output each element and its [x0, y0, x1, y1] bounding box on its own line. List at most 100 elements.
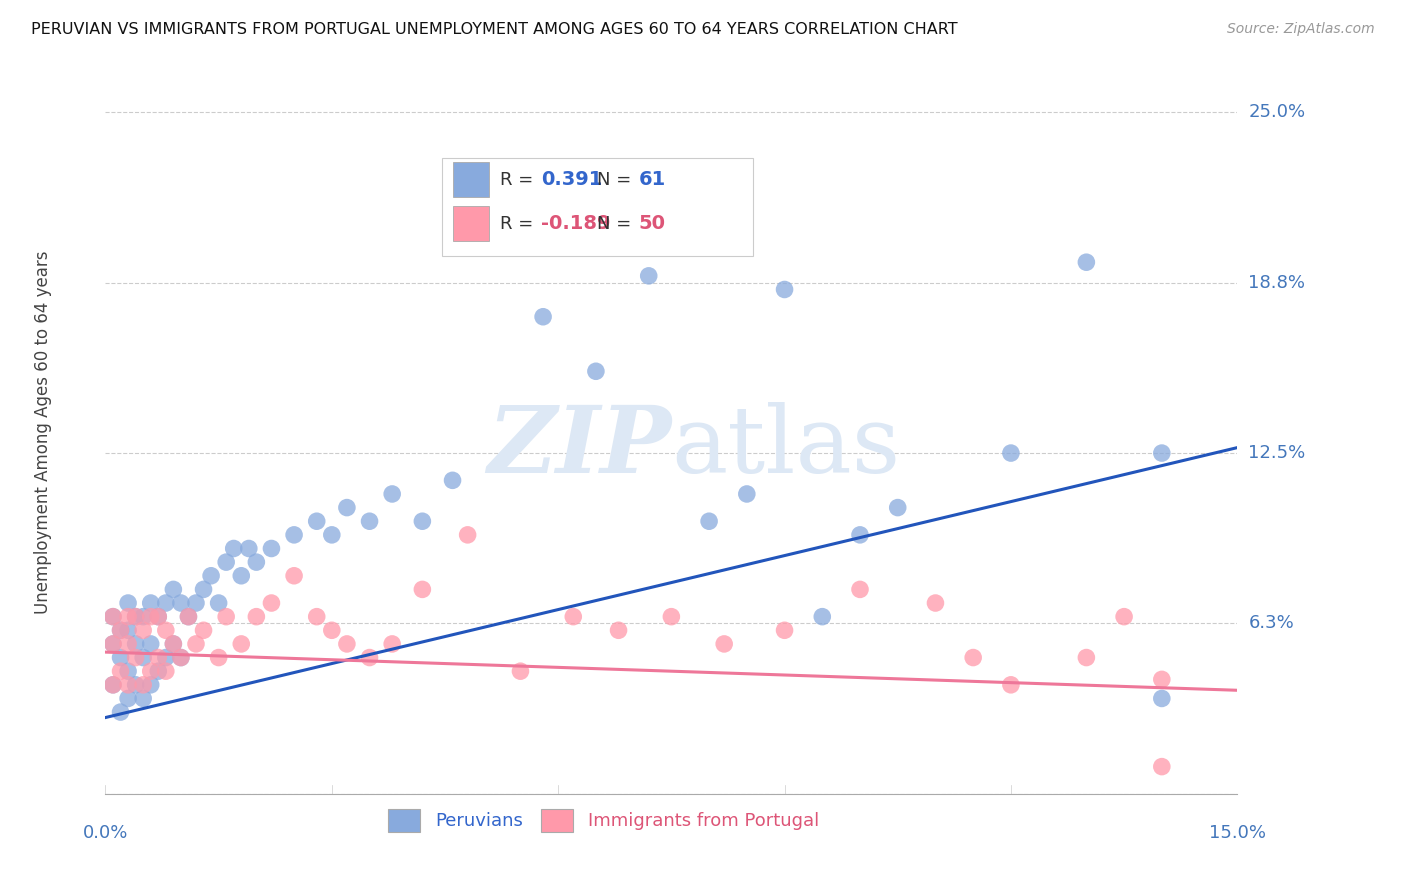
Point — [411, 582, 433, 597]
Point — [124, 609, 146, 624]
Point — [170, 650, 193, 665]
Point — [260, 596, 283, 610]
Point — [117, 596, 139, 610]
Point — [245, 555, 267, 569]
Point — [193, 624, 215, 638]
Point — [162, 637, 184, 651]
Point — [924, 596, 946, 610]
Point — [117, 664, 139, 678]
Text: 0.391: 0.391 — [541, 170, 603, 189]
Point — [124, 678, 146, 692]
Point — [184, 637, 207, 651]
Point — [101, 609, 124, 624]
FancyBboxPatch shape — [441, 158, 752, 256]
Point — [1150, 446, 1173, 460]
Point — [1000, 678, 1022, 692]
Point — [162, 637, 184, 651]
Point — [110, 664, 132, 678]
Point — [1076, 255, 1098, 269]
Point — [155, 596, 177, 610]
Point — [124, 650, 146, 665]
Point — [132, 691, 155, 706]
Text: 6.3%: 6.3% — [1249, 615, 1294, 632]
Point — [773, 624, 796, 638]
Point — [1076, 650, 1098, 665]
Text: 50: 50 — [638, 214, 665, 233]
Point — [117, 691, 139, 706]
Point — [661, 609, 683, 624]
Text: atlas: atlas — [672, 402, 901, 492]
Point — [441, 473, 464, 487]
Point — [110, 705, 132, 719]
Text: 15.0%: 15.0% — [1209, 824, 1265, 842]
Point — [208, 596, 231, 610]
Point — [101, 678, 124, 692]
Point — [517, 201, 540, 215]
Point — [148, 664, 170, 678]
Point — [132, 650, 155, 665]
Point — [531, 310, 554, 324]
Point — [849, 528, 872, 542]
Point — [222, 541, 245, 556]
Point — [155, 650, 177, 665]
Text: Unemployment Among Ages 60 to 64 years: Unemployment Among Ages 60 to 64 years — [34, 251, 52, 615]
Text: -0.189: -0.189 — [541, 214, 610, 233]
Point — [260, 541, 283, 556]
Point — [162, 582, 184, 597]
Point — [713, 637, 735, 651]
Point — [193, 582, 215, 597]
Point — [1150, 673, 1173, 687]
Point — [509, 664, 531, 678]
Point — [139, 678, 162, 692]
Point — [124, 609, 146, 624]
Point — [101, 637, 124, 651]
Point — [208, 650, 231, 665]
Point — [170, 650, 193, 665]
Point — [101, 609, 124, 624]
Text: R =: R = — [501, 215, 540, 233]
Point — [132, 624, 155, 638]
Point — [735, 487, 758, 501]
Point — [110, 650, 132, 665]
Point — [177, 609, 200, 624]
Point — [139, 609, 162, 624]
Point — [336, 637, 359, 651]
Point — [1150, 759, 1173, 773]
Point — [200, 568, 222, 582]
Point — [1114, 609, 1136, 624]
Point — [321, 624, 343, 638]
Point — [117, 609, 139, 624]
FancyBboxPatch shape — [453, 162, 489, 197]
Text: 25.0%: 25.0% — [1249, 103, 1306, 121]
Point — [887, 500, 910, 515]
Point — [321, 528, 343, 542]
FancyBboxPatch shape — [453, 206, 489, 241]
Point — [110, 624, 132, 638]
Point — [336, 500, 359, 515]
Text: 12.5%: 12.5% — [1249, 444, 1306, 462]
Point — [132, 678, 155, 692]
Point — [117, 637, 139, 651]
Text: R =: R = — [501, 170, 540, 189]
Text: Source: ZipAtlas.com: Source: ZipAtlas.com — [1227, 22, 1375, 37]
Point — [215, 609, 238, 624]
Point — [124, 637, 146, 651]
Point — [231, 568, 253, 582]
Point — [117, 624, 139, 638]
Text: 0.0%: 0.0% — [83, 824, 128, 842]
Point — [148, 650, 170, 665]
Point — [132, 609, 155, 624]
Point — [457, 528, 479, 542]
Text: PERUVIAN VS IMMIGRANTS FROM PORTUGAL UNEMPLOYMENT AMONG AGES 60 TO 64 YEARS CORR: PERUVIAN VS IMMIGRANTS FROM PORTUGAL UNE… — [31, 22, 957, 37]
Point — [637, 268, 659, 283]
Point — [148, 609, 170, 624]
Text: N =: N = — [596, 170, 637, 189]
Point — [562, 609, 585, 624]
Point — [283, 568, 305, 582]
Text: N =: N = — [596, 215, 637, 233]
Point — [411, 514, 433, 528]
Point — [359, 514, 381, 528]
Point — [110, 624, 132, 638]
Point — [811, 609, 834, 624]
Legend: Peruvians, Immigrants from Portugal: Peruvians, Immigrants from Portugal — [381, 801, 827, 839]
